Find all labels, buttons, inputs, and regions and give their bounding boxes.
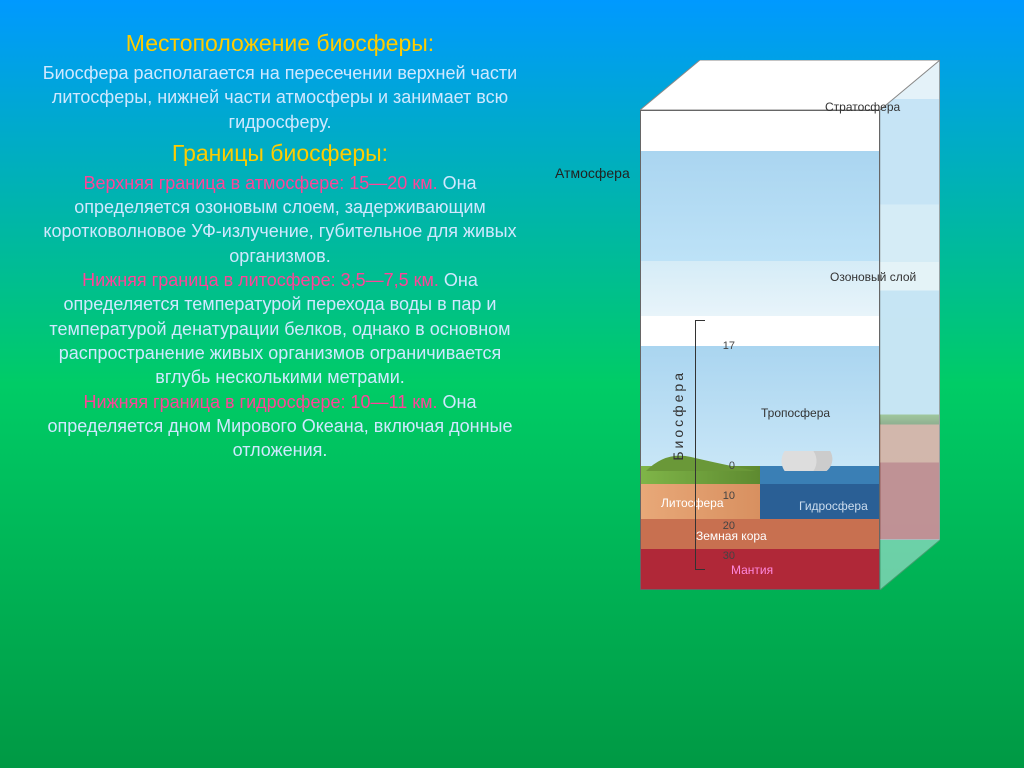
cloud-icon [781, 451, 841, 471]
scale-0: 0 [715, 460, 735, 472]
layer-atmosphere [641, 151, 879, 261]
biosphere-bracket [695, 320, 705, 570]
label-ozone: Озоновый слой [830, 270, 916, 284]
layer-ozone-lower [641, 316, 879, 346]
biosphere-cube: Тропосфера Литосфера Гидросфера Земная к… [640, 60, 970, 680]
label-troposphere: Тропосфера [761, 406, 830, 420]
label-hydrosphere: Гидросфера [799, 499, 868, 513]
heading-boundaries: Границы биосферы: [35, 140, 525, 167]
label-mantle: Мантия [731, 563, 773, 577]
scale-17: 17 [715, 340, 735, 352]
boundary-atmosphere: Верхняя граница в атмосфере: 15—20 км. О… [35, 171, 525, 268]
scale-20: 20 [715, 520, 735, 532]
scale-30: 30 [715, 550, 735, 562]
scale-10: 10 [715, 490, 735, 502]
boundary-lithosphere: Нижняя граница в литосфере: 3,5—7,5 км. … [35, 268, 525, 389]
boundary-hydrosphere: Нижняя граница в гидросфере: 10—11 км. О… [35, 390, 525, 463]
heading-location: Местоположение биосферы: [35, 30, 525, 57]
diagram-panel: Тропосфера Литосфера Гидросфера Земная к… [540, 0, 1024, 768]
location-body: Биосфера располагается на пересечении ве… [35, 61, 525, 134]
lito-lead: Нижняя граница в литосфере: 3,5—7,5 км. [82, 270, 439, 290]
outer-label-atmosphere: Атмосфера [555, 165, 630, 181]
cube-front-face: Тропосфера Литосфера Гидросфера Земная к… [640, 110, 880, 590]
text-panel: Местоположение биосферы: Биосфера распол… [0, 0, 540, 768]
layer-stratosphere [641, 111, 879, 151]
cube-side-face [880, 60, 940, 590]
hydro-lead: Нижняя граница в гидросфере: 10—11 км. [84, 392, 438, 412]
label-stratosphere: Стратосфера [825, 100, 900, 114]
atm-lead: Верхняя граница в атмосфере: 15—20 км. [83, 173, 437, 193]
label-biosphere: Биосфера [670, 370, 686, 461]
